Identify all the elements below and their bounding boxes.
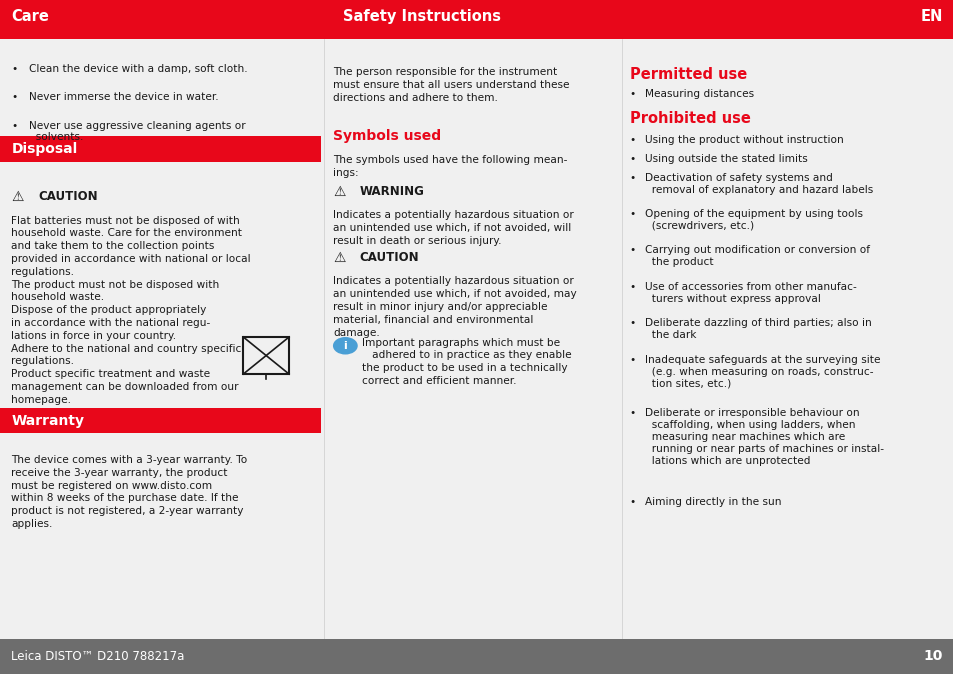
Text: Safety Instructions: Safety Instructions: [343, 9, 501, 24]
Text: Never immerse the device in water.: Never immerse the device in water.: [29, 92, 218, 102]
Text: ⚠: ⚠: [333, 185, 345, 199]
Text: Opening of the equipment by using tools
  (screwdrivers, etc.): Opening of the equipment by using tools …: [644, 209, 862, 231]
Text: •: •: [11, 121, 18, 131]
Text: Prohibited use: Prohibited use: [629, 111, 750, 126]
Text: WARNING: WARNING: [359, 185, 424, 197]
Text: Never use aggressive cleaning agents or
  solvents.: Never use aggressive cleaning agents or …: [29, 121, 245, 142]
Text: •: •: [629, 497, 636, 508]
Text: Deliberate or irresponsible behaviour on
  scaffolding, when using ladders, when: Deliberate or irresponsible behaviour on…: [644, 408, 883, 466]
Text: •: •: [629, 135, 636, 145]
Text: Aiming directly in the sun: Aiming directly in the sun: [644, 497, 781, 508]
Text: Clean the device with a damp, soft cloth.: Clean the device with a damp, soft cloth…: [29, 64, 247, 74]
Text: Indicates a potentially hazardous situation or
an unintended use which, if not a: Indicates a potentially hazardous situat…: [333, 276, 577, 338]
Text: •: •: [629, 89, 636, 99]
Text: •: •: [11, 92, 18, 102]
Text: Disposal: Disposal: [11, 142, 77, 156]
Text: Use of accessories from other manufac-
  turers without express approval: Use of accessories from other manufac- t…: [644, 282, 856, 304]
Text: Measuring distances: Measuring distances: [644, 89, 753, 99]
Text: Symbols used: Symbols used: [333, 129, 440, 144]
Text: The device comes with a 3-year warranty. To
receive the 3-year warranty, the pro: The device comes with a 3-year warranty.…: [11, 455, 248, 529]
Text: Leica DISTO™ D210 788217a: Leica DISTO™ D210 788217a: [11, 650, 185, 663]
Text: Using outside the stated limits: Using outside the stated limits: [644, 154, 807, 164]
Text: CAUTION: CAUTION: [359, 251, 419, 264]
Text: Indicates a potentially hazardous situation or
an unintended use which, if not a: Indicates a potentially hazardous situat…: [333, 210, 573, 246]
Text: ⚠: ⚠: [11, 190, 24, 204]
Text: The person responsible for the instrument
must ensure that all users understand : The person responsible for the instrumen…: [333, 67, 569, 103]
Text: •: •: [629, 318, 636, 328]
Bar: [0, 639, 953, 674]
Text: Deactivation of safety systems and
  removal of explanatory and hazard labels: Deactivation of safety systems and remov…: [644, 173, 872, 195]
Circle shape: [333, 337, 357, 355]
Text: Inadequate safeguards at the surveying site
  (e.g. when measuring on roads, con: Inadequate safeguards at the surveying s…: [644, 355, 880, 388]
Text: •: •: [629, 282, 636, 292]
Text: CAUTION: CAUTION: [38, 190, 98, 203]
Text: •: •: [11, 64, 18, 74]
Text: •: •: [629, 173, 636, 183]
Text: The symbols used have the following mean-
ings:: The symbols used have the following mean…: [333, 155, 567, 178]
Bar: [0, 0, 953, 39]
Text: Flat batteries must not be disposed of with
household waste. Care for the enviro: Flat batteries must not be disposed of w…: [11, 216, 251, 405]
Text: Carrying out modification or conversion of
  the product: Carrying out modification or conversion …: [644, 245, 869, 268]
Text: Care: Care: [11, 9, 50, 24]
Bar: [0, 408, 321, 433]
Text: •: •: [629, 245, 636, 255]
Text: Warranty: Warranty: [11, 414, 85, 427]
Text: •: •: [629, 154, 636, 164]
Bar: [243, 337, 289, 374]
Text: i: i: [343, 341, 347, 350]
Text: Using the product without instruction: Using the product without instruction: [644, 135, 842, 145]
Text: 10: 10: [923, 650, 942, 663]
Bar: [0, 136, 321, 162]
Text: •: •: [629, 355, 636, 365]
Text: ⚠: ⚠: [333, 251, 345, 265]
Text: Important paragraphs which must be
   adhered to in practice as they enable
the : Important paragraphs which must be adher…: [361, 338, 571, 386]
Text: •: •: [629, 408, 636, 419]
Text: Permitted use: Permitted use: [629, 67, 746, 82]
Text: EN: EN: [920, 9, 942, 24]
Text: •: •: [629, 209, 636, 219]
Text: Deliberate dazzling of third parties; also in
  the dark: Deliberate dazzling of third parties; al…: [644, 318, 871, 340]
